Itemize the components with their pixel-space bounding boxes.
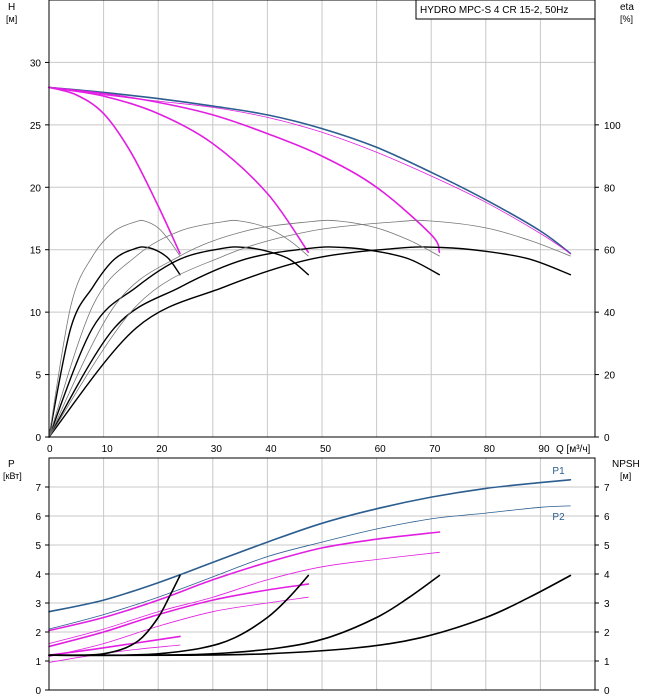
y-tick-label: 20	[30, 183, 42, 194]
bottom-y2label-npsh: NPSH	[612, 459, 640, 470]
npsh-tick-label: 7	[604, 483, 610, 494]
npsh-tick-label: 1	[604, 657, 610, 668]
top-series-eta-4-pumps	[48, 246, 572, 438]
top-series-eta-3-pumps	[48, 246, 441, 438]
top-xlabel: Q [м³/ч]	[556, 444, 591, 455]
bottom-chart-series: P1 P2	[48, 466, 572, 663]
p-tick-label: 1	[35, 657, 41, 668]
y2-tick-label: 100	[604, 121, 621, 132]
npsh-tick-label: 3	[604, 599, 610, 610]
top-y2label-eta: eta	[620, 2, 634, 13]
bottom-ylabel-unit: [кВт]	[3, 471, 22, 481]
bottom-series-p-3-pumps-thin	[48, 551, 440, 644]
bottom-series-p-2-pumps-thin	[48, 596, 309, 657]
p-tick-label: 5	[35, 541, 41, 552]
y2-tick-label: 40	[604, 308, 616, 319]
bottom-series-p1	[48, 479, 572, 613]
bottom-series-npsh-4-pumps	[48, 574, 572, 657]
top-series-eta-2-pumps-thin	[48, 219, 309, 438]
x-tick-label: 40	[265, 444, 277, 455]
bottom-ylabel-p: P	[8, 459, 15, 470]
x-tick-label: 0	[47, 444, 53, 455]
top-series-h-1-pump	[48, 86, 181, 255]
top-series-eta-3-pumps-thin	[48, 219, 440, 438]
top-series-eta-1-pump	[48, 246, 181, 438]
y-tick-label: 10	[30, 308, 42, 319]
top-series-h-3-pumps	[48, 86, 441, 253]
p-tick-label: 6	[35, 512, 41, 523]
top-chart-series	[48, 86, 572, 438]
y-tick-label: 30	[30, 58, 42, 69]
y2-tick-label: 20	[604, 371, 616, 382]
top-series-h-4-pumps-thin	[48, 87, 571, 254]
top-ylabel-h: H	[8, 2, 15, 13]
x-tick-label: 10	[102, 444, 114, 455]
bottom-series-p-3-pumps	[48, 531, 441, 632]
npsh-tick-label: 0	[604, 686, 610, 697]
bottom-series-npsh-2-pumps	[48, 574, 310, 657]
top-ylabel-unit: [м]	[6, 14, 17, 24]
top-series-eta-1-pump-thin	[48, 219, 181, 438]
y2-tick-label: 0	[604, 433, 610, 444]
title-box	[415, 0, 596, 20]
bottom-series-p-2-pumps	[48, 583, 310, 648]
top-chart-frame	[48, 0, 596, 438]
x-tick-label: 70	[429, 444, 441, 455]
bottom-series-p-1-pump	[48, 635, 181, 656]
p-tick-label: 7	[35, 483, 41, 494]
top-chart-grid: 0 10 20 30 40 50 60 70 80 90 0 5 10 15 20 25 30 0 20 40 60 80…	[30, 0, 621, 455]
series-label-p2: P2	[552, 512, 565, 523]
bottom-y2label-unit: [м]	[620, 471, 631, 481]
p-tick-label: 2	[35, 628, 41, 639]
y-tick-label: 25	[30, 121, 42, 132]
series-label-p1: P1	[552, 466, 565, 477]
top-series-eta-2-pumps	[48, 246, 309, 438]
bottom-chart-grid: 0 1 2 3 4 5 6 7 0 1 2 3 4 5 6 7	[35, 458, 610, 697]
y-tick-label: 15	[30, 246, 42, 257]
y2-tick-label: 60	[604, 246, 616, 257]
bottom-series-npsh-1-pump	[48, 574, 181, 657]
top-y2label-unit: [%]	[620, 14, 633, 24]
x-tick-label: 50	[320, 444, 332, 455]
npsh-tick-label: 6	[604, 512, 610, 523]
y2-tick-label: 80	[604, 183, 616, 194]
npsh-tick-label: 4	[604, 570, 610, 581]
y-tick-label: 5	[35, 371, 41, 382]
bottom-series-p2	[48, 505, 571, 630]
p-tick-label: 4	[35, 570, 41, 581]
x-tick-label: 20	[156, 444, 168, 455]
p-tick-label: 3	[35, 599, 41, 610]
npsh-tick-label: 2	[604, 628, 610, 639]
x-tick-label: 80	[484, 444, 496, 455]
p-tick-label: 0	[35, 686, 41, 697]
x-tick-label: 60	[375, 444, 387, 455]
y-tick-label: 0	[35, 433, 41, 444]
bottom-chart-frame	[48, 457, 596, 691]
top-series-h-2-pumps	[48, 86, 310, 253]
top-series-eta-4-pumps-thin	[48, 219, 571, 438]
npsh-tick-label: 5	[604, 541, 610, 552]
top-series-h-4-pumps	[48, 86, 572, 255]
x-tick-label: 90	[538, 444, 550, 455]
title-box-text: HYDRO MPC-S 4 CR 15-2, 50Hz	[420, 5, 568, 16]
x-tick-label: 30	[211, 444, 223, 455]
